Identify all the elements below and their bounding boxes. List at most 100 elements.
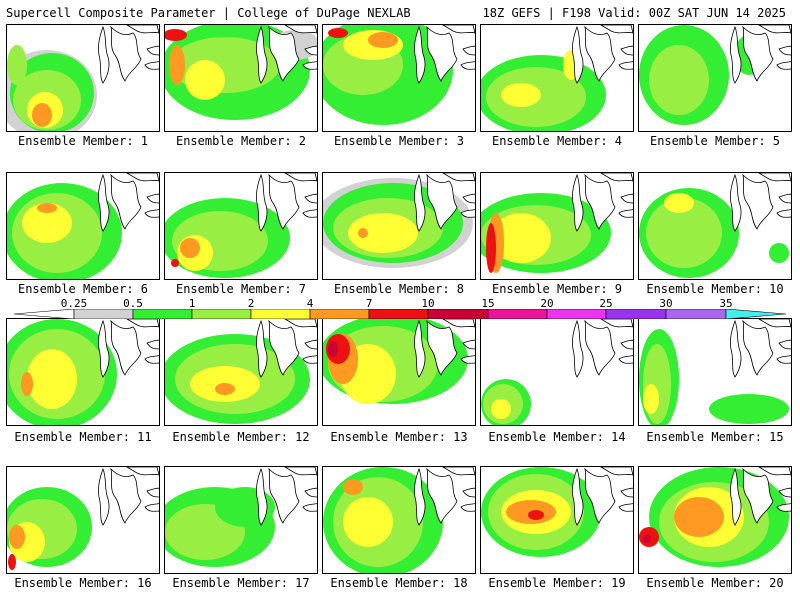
panel-label: Ensemble Member: 3 [333, 134, 465, 148]
scp-contour [358, 228, 368, 238]
great-lakes-outline [460, 355, 475, 364]
great-lakes-outline [268, 25, 300, 82]
colorbar-tick-label: 7 [365, 297, 373, 310]
great-lakes-outline [284, 173, 317, 182]
panel-label: Ensemble Member: 15 [646, 430, 784, 444]
ensemble-panel [164, 172, 318, 280]
colorbar-tick-label: 25 [599, 297, 613, 310]
great-lakes-outline [255, 319, 268, 378]
great-lakes-outline [413, 173, 426, 232]
scp-contour [528, 510, 544, 520]
great-lakes-outline [144, 503, 159, 512]
scp-field-map [481, 173, 633, 273]
scp-contour [9, 525, 25, 549]
scp-field-map [639, 25, 791, 125]
ensemble-panel [6, 24, 160, 132]
great-lakes-outline [571, 173, 584, 232]
great-lakes-outline [126, 25, 159, 34]
scp-contour [7, 45, 27, 85]
great-lakes-outline [442, 25, 475, 34]
scp-field-map [165, 319, 317, 424]
colorbar-tick-label: 35 [719, 297, 733, 310]
great-lakes-outline [426, 319, 458, 376]
great-lakes-outline [302, 503, 317, 512]
colorbar-labels: 0.25 0.5 1 2 4 7 10 15 20 25 30 35 [0, 297, 800, 310]
colorbar-bin [132, 309, 193, 319]
great-lakes-outline [284, 319, 317, 328]
scp-field-map [7, 467, 159, 570]
valid-time: 18Z GEFS | F198 Valid: 00Z SAT JUN 14 20… [482, 6, 786, 20]
scp-contour [501, 83, 541, 107]
great-lakes-outline [571, 467, 584, 526]
scp-contour [185, 60, 225, 100]
scp-contour [343, 479, 363, 495]
great-lakes-outline [413, 467, 426, 526]
scp-contour [709, 394, 789, 424]
great-lakes-outline [413, 25, 426, 84]
colorbar [13, 309, 787, 319]
great-lakes-outline [600, 173, 633, 182]
colorbar-tick-label: 15 [481, 297, 495, 310]
panel-label: Ensemble Member: 13 [330, 430, 468, 444]
colorbar-tick-label: 10 [421, 297, 435, 310]
scp-field-map [323, 25, 475, 125]
great-lakes-outline [126, 319, 159, 328]
ensemble-panel [638, 24, 792, 132]
great-lakes-outline [97, 25, 110, 84]
great-lakes-outline [146, 487, 159, 498]
great-lakes-outline [268, 319, 300, 376]
ensemble-panel [164, 318, 318, 426]
great-lakes-outline [442, 467, 475, 476]
colorbar-bin [725, 309, 787, 319]
great-lakes-outline [742, 173, 774, 230]
great-lakes-outline [618, 61, 633, 70]
great-lakes-outline [110, 467, 142, 524]
colorbar-bin [191, 309, 252, 319]
panel-label: Ensemble Member: 7 [175, 282, 307, 296]
page-title: Supercell Composite Parameter | College … [6, 6, 411, 20]
colorbar-bin [665, 309, 727, 319]
great-lakes-outline [255, 25, 268, 84]
great-lakes-outline [460, 503, 475, 512]
ensemble-panel [164, 24, 318, 132]
scp-contour [643, 535, 651, 543]
great-lakes-outline [758, 319, 791, 328]
great-lakes-outline [426, 173, 458, 230]
great-lakes-outline [742, 25, 774, 82]
ensemble-panel [6, 466, 160, 574]
great-lakes-outline [742, 467, 774, 524]
great-lakes-outline [600, 467, 633, 476]
panel-label: Ensemble Member: 9 [491, 282, 623, 296]
scp-contour [643, 384, 659, 414]
scp-field-map [481, 319, 633, 425]
great-lakes-outline [776, 61, 791, 70]
scp-field-map [7, 319, 159, 425]
colorbar-bin [73, 309, 134, 319]
colorbar-bin [546, 309, 607, 319]
great-lakes-outline [584, 25, 616, 82]
great-lakes-outline [571, 25, 584, 84]
scp-contour [491, 399, 511, 419]
panel-label: Ensemble Member: 10 [646, 282, 784, 296]
great-lakes-outline [776, 503, 791, 512]
great-lakes-outline [758, 25, 791, 34]
ensemble-panel [480, 172, 634, 280]
scp-contour [8, 554, 16, 570]
scp-field-map [481, 467, 633, 557]
scp-contour [328, 341, 338, 357]
panel-label: Ensemble Member: 14 [488, 430, 626, 444]
great-lakes-outline [144, 209, 159, 218]
scp-contour [27, 349, 77, 409]
panel-label: Ensemble Member: 17 [172, 576, 310, 590]
great-lakes-outline [442, 319, 475, 328]
great-lakes-outline [778, 487, 791, 498]
great-lakes-outline [304, 487, 317, 498]
panel-label: Ensemble Member: 1 [17, 134, 149, 148]
great-lakes-outline [304, 193, 317, 204]
great-lakes-outline [778, 45, 791, 56]
great-lakes-outline [146, 45, 159, 56]
great-lakes-outline [110, 25, 142, 82]
scp-field-map [323, 319, 475, 404]
scp-contour [646, 198, 722, 268]
ensemble-panel [638, 318, 792, 426]
